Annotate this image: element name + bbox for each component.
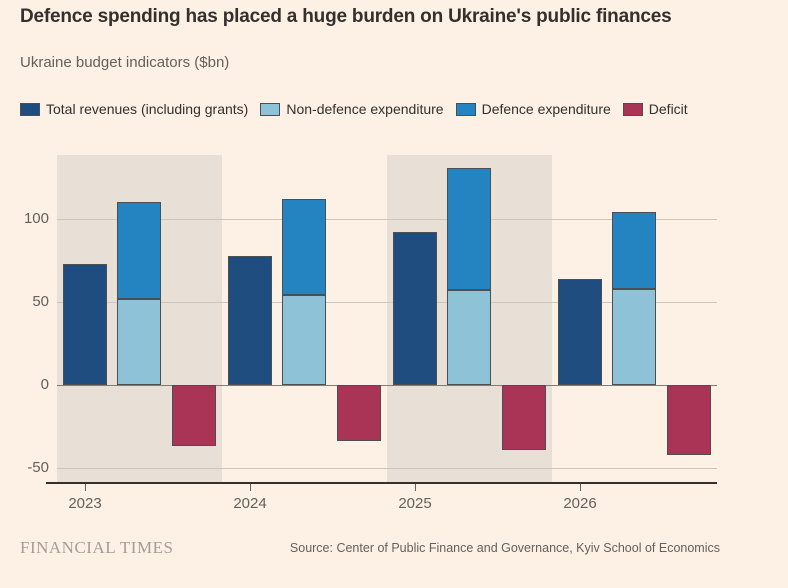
legend-swatch-icon xyxy=(622,102,643,116)
bar-non-defence-expenditure xyxy=(117,298,161,385)
x-axis-tick xyxy=(85,484,86,491)
plot-area: -50 0 50 100 2023 2024 2025 2026 xyxy=(24,155,717,512)
legend-swatch-icon xyxy=(260,102,281,116)
legend: Total revenues (including grants) Non-def… xyxy=(20,101,688,117)
legend-label: Total revenues (including grants) xyxy=(46,101,249,117)
bar-non-defence-expenditure xyxy=(447,290,491,385)
y-axis-tick-label: 100 xyxy=(23,210,49,227)
legend-label: Non-defence expenditure xyxy=(286,101,444,117)
x-axis-year-label: 2026 xyxy=(563,495,597,512)
source-note: Source: Center of Public Finance and Gov… xyxy=(289,541,720,555)
legend-swatch-icon xyxy=(20,102,40,116)
bar-non-defence-expenditure xyxy=(282,295,326,385)
bar-deficit xyxy=(502,385,546,450)
legend-item: Defence expenditure xyxy=(455,101,611,117)
x-axis-year-label: 2023 xyxy=(68,495,102,512)
legend-label: Deficit xyxy=(648,101,688,117)
gridline xyxy=(57,302,717,303)
x-axis-tick xyxy=(250,484,251,491)
x-axis-tick xyxy=(415,484,416,491)
bar-non-defence-expenditure xyxy=(612,288,656,385)
x-axis-line xyxy=(46,482,717,484)
bar-deficit xyxy=(337,385,381,442)
bar-defence-expenditure xyxy=(612,212,656,289)
chart-title: Defence spending has placed a huge burde… xyxy=(20,6,672,27)
bar-total-revenues xyxy=(558,278,602,385)
bar-total-revenues xyxy=(228,255,272,385)
chart-subtitle: Ukraine budget indicators ($bn) xyxy=(20,54,230,71)
gridline xyxy=(57,219,717,220)
x-axis-year-label: 2024 xyxy=(233,495,267,512)
gridline xyxy=(57,468,717,469)
legend-item: Deficit xyxy=(622,101,688,117)
x-axis-tick xyxy=(580,484,581,491)
x-axis-year-label: 2025 xyxy=(398,495,432,512)
bar-defence-expenditure xyxy=(282,199,326,296)
bar-deficit xyxy=(667,385,711,455)
legend-label: Defence expenditure xyxy=(481,101,611,117)
y-axis-tick-label: 0 xyxy=(40,376,49,393)
zero-gridline xyxy=(57,385,717,386)
legend-swatch-icon xyxy=(455,102,476,116)
bar-defence-expenditure xyxy=(117,202,161,299)
y-axis-tick-label: 50 xyxy=(32,293,49,310)
bar-deficit xyxy=(172,385,216,447)
legend-item: Total revenues (including grants) xyxy=(20,101,248,117)
bar-total-revenues xyxy=(393,232,437,385)
bar-total-revenues xyxy=(63,263,107,385)
legend-item: Non-defence expenditure xyxy=(260,101,444,117)
ft-logo-text: FINANCIAL TIMES xyxy=(20,538,174,557)
bar-defence-expenditure xyxy=(447,167,491,291)
y-axis-tick-label: -50 xyxy=(27,459,49,476)
